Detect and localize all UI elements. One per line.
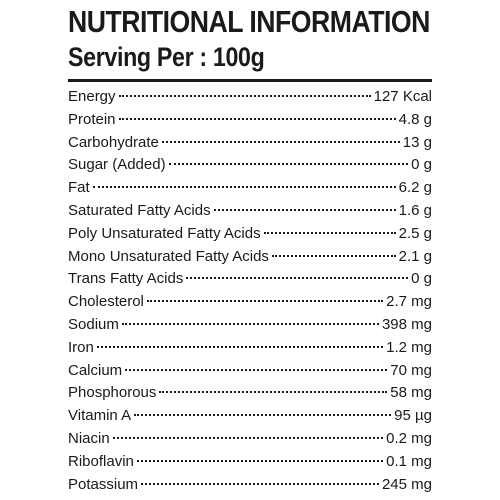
nutrient-row: Sodium 398 mg <box>68 314 432 337</box>
panel-title: NUTRITIONAL INFORMATION <box>68 4 430 39</box>
nutrient-label: Iron <box>68 338 94 356</box>
nutrient-label: Poly Unsaturated Fatty Acids <box>68 224 261 242</box>
nutrient-value: 2.7 mg <box>386 293 432 311</box>
nutrient-row: Potassium 245 mg <box>68 474 432 497</box>
dot-leader <box>141 482 379 485</box>
dot-leader <box>136 459 384 462</box>
nutrient-label: Vitamin A <box>68 407 132 425</box>
nutrient-value: 4.8 g <box>398 110 432 128</box>
header-divider <box>68 79 432 82</box>
nutrient-row: Carbohydrate 13 g <box>68 132 432 155</box>
dot-leader <box>186 277 409 280</box>
nutrient-label: Phosphorous <box>68 384 157 402</box>
nutrient-row: Sugar (Added) 0 g <box>68 154 432 177</box>
dot-leader <box>92 186 396 189</box>
nutrient-row: Calcium 70 mg <box>68 360 432 383</box>
nutrient-value: 1.2 mg <box>386 338 432 356</box>
nutrient-label: Energy <box>68 88 116 105</box>
nutrient-value: 6.2 g <box>398 179 432 197</box>
nutrient-value: 2.5 g <box>398 224 432 242</box>
dot-leader <box>161 140 400 143</box>
dot-leader <box>168 163 409 166</box>
dot-leader <box>263 231 396 234</box>
nutrient-value: 13 g <box>402 133 432 151</box>
nutrient-row: Trans Fatty Acids 0 g <box>68 268 432 291</box>
nutrient-label: Trans Fatty Acids <box>68 270 184 288</box>
nutrient-label: Sugar (Added) <box>68 156 166 174</box>
nutrient-label: Protein <box>68 110 116 128</box>
nutrient-value: 127 Kcal <box>373 88 432 105</box>
dot-leader <box>125 368 388 371</box>
nutrient-row: Phosphorous 58 mg <box>68 382 432 405</box>
nutrient-value: 2.1 g <box>398 247 432 265</box>
nutrient-label: Saturated Fatty Acids <box>68 201 211 219</box>
nutrient-value: 70 mg <box>390 361 432 379</box>
dot-leader <box>112 436 384 439</box>
nutrient-value: 245 mg <box>381 475 432 493</box>
nutrient-label: Fat <box>68 179 90 197</box>
nutrient-row: Vitamin A 95 µg <box>68 405 432 428</box>
nutrient-value: 0 g <box>411 156 432 174</box>
nutrient-row: Energy 127 Kcal <box>68 86 432 109</box>
nutrient-label: Cholesterol <box>68 293 144 311</box>
nutrient-row: Protein 4.8 g <box>68 109 432 132</box>
dot-leader <box>213 208 396 211</box>
serving-size: Serving Per : 100g <box>68 42 265 72</box>
nutrient-row: Riboflavin 0.1 mg <box>68 451 432 474</box>
nutrient-label: Mono Unsaturated Fatty Acids <box>68 247 269 265</box>
nutrient-label: Niacin <box>68 429 110 447</box>
nutrient-label: Calcium <box>68 361 123 379</box>
dot-leader <box>271 254 396 257</box>
nutrient-value: 1.6 g <box>398 201 432 219</box>
nutrient-row: Cholesterol 2.7 mg <box>68 291 432 314</box>
nutrient-row: Mono Unsaturated Fatty Acids 2.1 g <box>68 246 432 269</box>
dot-leader <box>96 345 384 348</box>
nutrient-list: Energy 127 Kcal Protein 4.8 g Carbohydrate 13… <box>68 86 432 496</box>
nutrient-label: Sodium <box>68 315 119 333</box>
nutrition-panel: NUTRITIONAL INFORMATION Serving Per : 10… <box>68 4 432 496</box>
dot-leader <box>118 117 396 120</box>
nutrient-value: 0.1 mg <box>386 452 432 470</box>
dot-leader <box>121 322 379 325</box>
nutrient-value: 398 mg <box>381 315 432 333</box>
nutrient-label: Carbohydrate <box>68 133 159 151</box>
nutrient-label: Potassium <box>68 475 139 493</box>
nutrient-value: 0.2 mg <box>386 429 432 447</box>
nutrient-value: 58 mg <box>390 384 432 402</box>
nutrient-row: Niacin 0.2 mg <box>68 428 432 451</box>
nutrient-row: Fat 6.2 g <box>68 177 432 200</box>
nutrient-row: Poly Unsaturated Fatty Acids 2.5 g <box>68 223 432 246</box>
nutrient-row: Iron 1.2 mg <box>68 337 432 360</box>
dot-leader <box>118 95 371 97</box>
dot-leader <box>146 300 384 303</box>
nutrient-value: 0 g <box>411 270 432 288</box>
dot-leader <box>134 414 392 417</box>
dot-leader <box>159 391 388 394</box>
nutrient-row: Saturated Fatty Acids 1.6 g <box>68 200 432 223</box>
nutrient-value: 95 µg <box>394 407 432 425</box>
nutrient-label: Riboflavin <box>68 452 134 470</box>
